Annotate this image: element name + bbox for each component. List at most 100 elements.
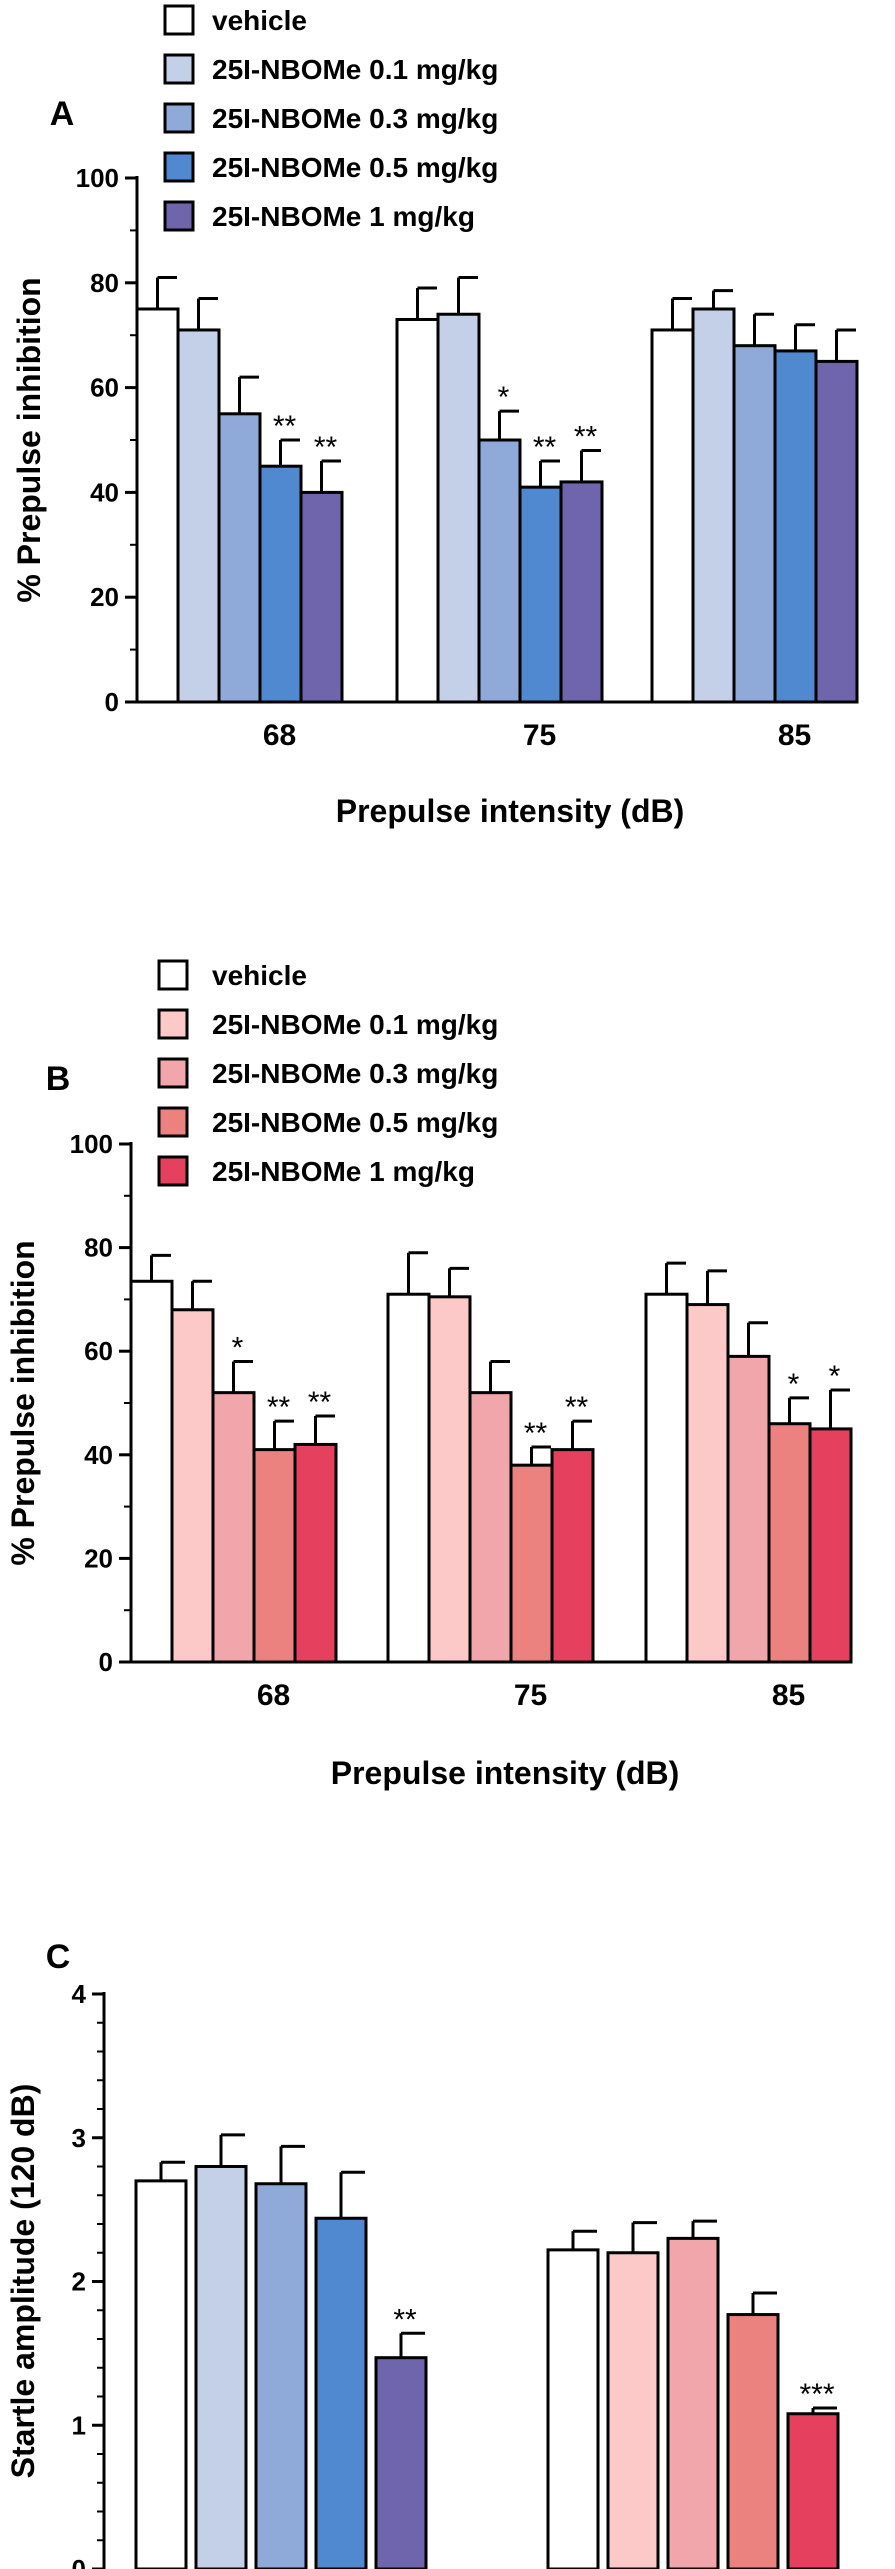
bar bbox=[252, 1448, 297, 1664]
significance-label: *** bbox=[799, 2378, 834, 2411]
bar bbox=[509, 1463, 554, 1664]
y-tick-label: 3 bbox=[72, 2123, 86, 2153]
legend-label: 25I-NBOMe 0.3 mg/kg bbox=[212, 1058, 498, 1089]
bar bbox=[176, 328, 221, 704]
bar bbox=[546, 2248, 600, 2569]
x-category-label: 75 bbox=[514, 1679, 547, 1712]
legend-label: vehicle bbox=[212, 5, 307, 36]
bar bbox=[808, 1427, 853, 1664]
legend-label: 25I-NBOMe 0.5 mg/kg bbox=[212, 152, 498, 183]
significance-label: * bbox=[232, 1332, 244, 1365]
bar bbox=[666, 2236, 720, 2569]
bar bbox=[726, 2313, 780, 2569]
bar bbox=[135, 307, 180, 704]
bar bbox=[559, 480, 604, 704]
legend-swatch bbox=[157, 1008, 189, 1040]
y-axis-title: % Prepulse inhibition bbox=[5, 1240, 41, 1565]
legend-swatch bbox=[163, 4, 195, 36]
legend-swatch bbox=[157, 959, 189, 991]
y-tick-label: 0 bbox=[72, 2554, 86, 2569]
bar bbox=[814, 359, 859, 704]
bar bbox=[691, 307, 736, 704]
panel-label: B bbox=[46, 1060, 71, 1098]
bar bbox=[134, 2179, 188, 2569]
x-axis-title: Prepulse intensity (dB) bbox=[331, 1755, 680, 1791]
y-tick-label: 1 bbox=[72, 2410, 86, 2440]
y-tick-label: 40 bbox=[90, 477, 119, 507]
legend-label: 25I-NBOMe 1 mg/kg bbox=[212, 201, 475, 232]
y-tick-label: 100 bbox=[76, 163, 119, 193]
y-tick-label: 20 bbox=[90, 582, 119, 612]
significance-label: ** bbox=[308, 1386, 332, 1419]
legend-label: vehicle bbox=[212, 960, 307, 991]
bar bbox=[468, 1391, 513, 1664]
y-tick-label: 4 bbox=[72, 1979, 87, 2009]
x-axis-title: Prepulse intensity (dB) bbox=[336, 793, 685, 829]
legend-label: 25I-NBOMe 0.5 mg/kg bbox=[212, 1107, 498, 1138]
legend-swatch bbox=[157, 1057, 189, 1089]
bar bbox=[293, 1442, 338, 1664]
x-category-label: 85 bbox=[772, 1679, 805, 1712]
significance-label: ** bbox=[273, 410, 297, 443]
significance-label: ** bbox=[574, 420, 598, 453]
legend-label: 25I-NBOMe 0.1 mg/kg bbox=[212, 1009, 498, 1040]
bar bbox=[427, 1295, 472, 1664]
bar bbox=[606, 2251, 660, 2569]
bar bbox=[726, 1354, 771, 1664]
y-tick-label: 60 bbox=[90, 373, 119, 403]
bar bbox=[550, 1448, 595, 1664]
y-axis-title: Startle amplitude (120 dB) bbox=[5, 2084, 41, 2479]
bar bbox=[732, 344, 777, 704]
legend-swatch bbox=[163, 200, 195, 232]
x-category-label: 75 bbox=[523, 719, 556, 752]
panel-label: C bbox=[46, 1938, 71, 1976]
x-category-label: 85 bbox=[778, 719, 811, 752]
bar bbox=[314, 2216, 368, 2569]
bar bbox=[685, 1303, 730, 1664]
y-tick-label: 80 bbox=[84, 1233, 113, 1263]
significance-label: ** bbox=[565, 1391, 589, 1424]
y-tick-label: 100 bbox=[70, 1129, 113, 1159]
significance-label: * bbox=[829, 1360, 841, 1393]
bar bbox=[217, 412, 262, 704]
bar bbox=[477, 438, 522, 704]
y-tick-label: 20 bbox=[84, 1543, 113, 1573]
bar bbox=[170, 1308, 215, 1664]
x-category-label: 68 bbox=[263, 719, 296, 752]
bar bbox=[773, 349, 818, 704]
bar bbox=[386, 1292, 431, 1664]
legend-label: 25I-NBOMe 0.3 mg/kg bbox=[212, 103, 498, 134]
bar bbox=[436, 312, 481, 704]
bar bbox=[650, 328, 695, 704]
y-axis-title: % Prepulse inhibition bbox=[11, 277, 47, 602]
bar bbox=[211, 1391, 256, 1664]
bar bbox=[395, 317, 440, 704]
legend-swatch bbox=[163, 102, 195, 134]
significance-label: ** bbox=[267, 1391, 291, 1424]
bar bbox=[374, 2356, 428, 2569]
panel-a-chart: 0 20 40 60 80 100 % Prepulse inhibition Avehicl… bbox=[11, 4, 859, 829]
significance-label: ** bbox=[533, 431, 557, 464]
significance-label: ** bbox=[524, 1417, 548, 1450]
bar bbox=[299, 490, 344, 704]
significance-label: * bbox=[788, 1368, 800, 1401]
bar bbox=[194, 2165, 248, 2569]
y-tick-label: 0 bbox=[99, 1647, 113, 1677]
legend-swatch bbox=[157, 1106, 189, 1138]
x-category-label: 68 bbox=[257, 1679, 290, 1712]
panel-label: A bbox=[50, 95, 75, 133]
y-tick-label: 60 bbox=[84, 1336, 113, 1366]
bar bbox=[254, 2182, 308, 2569]
legend-label: 25I-NBOMe 1 mg/kg bbox=[212, 1156, 475, 1187]
y-tick-label: 0 bbox=[105, 687, 119, 717]
significance-label: ** bbox=[393, 2303, 417, 2336]
significance-label: ** bbox=[314, 431, 338, 464]
bar bbox=[129, 1279, 174, 1664]
panel-b-chart: 0 20 40 60 80 100 % Prepulse inhibition Bvehicl… bbox=[5, 959, 853, 1791]
bar bbox=[767, 1422, 812, 1664]
legend-label: 25I-NBOMe 0.1 mg/kg bbox=[212, 54, 498, 85]
y-tick-label: 2 bbox=[72, 2267, 86, 2297]
bar bbox=[258, 464, 303, 704]
